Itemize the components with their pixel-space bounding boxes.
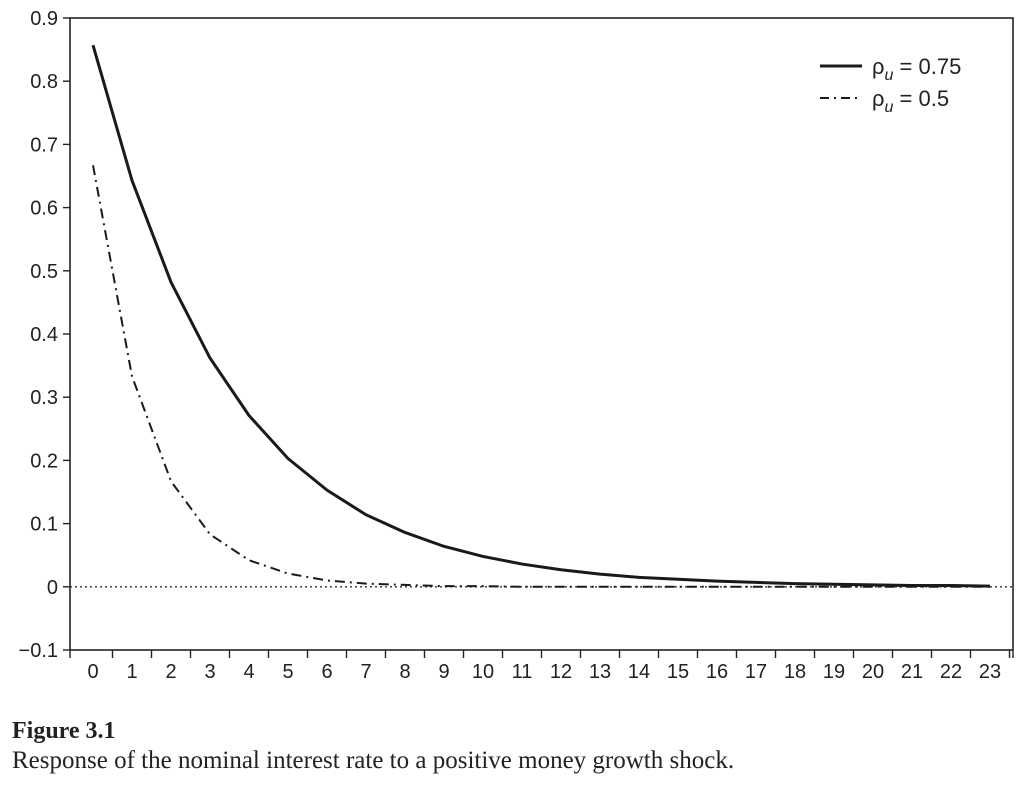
x-tick-label: 23 <box>979 661 1001 683</box>
x-tick-label: 21 <box>901 661 923 683</box>
figure-caption: Response of the nominal interest rate to… <box>12 747 735 774</box>
y-tick-label: 0.9 <box>30 8 58 30</box>
x-tick-label: 22 <box>940 661 962 683</box>
x-tick-label: 7 <box>360 661 371 683</box>
x-tick-label: 9 <box>438 661 449 683</box>
y-tick-label: 0.5 <box>30 261 58 283</box>
x-tick-label: 0 <box>87 661 98 683</box>
figure-label: Figure 3.1 <box>12 718 116 744</box>
x-tick-label: 19 <box>823 661 845 683</box>
legend-value: = 0.75 <box>893 54 961 79</box>
y-tick-label: −0.1 <box>19 640 58 662</box>
y-tick-label: 0.4 <box>30 324 58 346</box>
y-tick-label: 0.2 <box>30 450 58 472</box>
series-line-1 <box>91 44 991 588</box>
plot-frame <box>69 17 1014 651</box>
legend-label-2: ρu = 0.5 <box>872 86 949 116</box>
x-tick-label: 5 <box>282 661 293 683</box>
x-tick-label: 16 <box>706 661 728 683</box>
y-tick-label: 0.8 <box>30 71 58 93</box>
x-tick-label: 10 <box>472 661 494 683</box>
x-tick-label: 14 <box>628 661 650 683</box>
x-tick-label: 3 <box>204 661 215 683</box>
x-tick-label: 11 <box>512 661 533 683</box>
x-tick-label: 12 <box>550 661 572 683</box>
x-axis: 0 1 2 3 4 5 6 7 8 9 10 11 12 13 14 15 16 17 18 19 20 21 22 23 <box>69 650 1014 683</box>
y-tick-label: 0 <box>47 577 58 599</box>
legend-symbol: ρ <box>872 86 885 111</box>
legend-subscript: u <box>885 99 894 116</box>
x-tick-label: 13 <box>589 661 611 683</box>
x-tick-label: 20 <box>862 661 884 683</box>
x-tick-label: 15 <box>667 661 689 683</box>
legend-value: = 0.5 <box>893 86 949 111</box>
x-tick-label: 18 <box>784 661 806 683</box>
x-tick-label: 1 <box>126 661 137 683</box>
series-line-2 <box>92 165 990 588</box>
x-tick-label: 2 <box>165 661 176 683</box>
y-tick-label: 0.6 <box>30 198 58 220</box>
legend-symbol: ρ <box>872 54 885 79</box>
x-tick-label: 6 <box>321 661 332 683</box>
x-tick-label: 17 <box>745 661 767 683</box>
legend-label-1: ρu = 0.75 <box>872 54 961 84</box>
y-tick-label: 0.3 <box>30 387 58 409</box>
series-lines <box>91 44 991 588</box>
y-axis: −0.1 0 0.1 0.2 0.3 0.4 0.5 0.6 0.7 0.8 0.9 <box>19 8 70 662</box>
x-tick-label: 4 <box>243 661 254 683</box>
y-tick-label: 0.7 <box>30 134 58 156</box>
y-tick-label: 0.1 <box>30 514 58 536</box>
x-tick-label: 8 <box>399 661 410 683</box>
legend-subscript: u <box>885 67 894 84</box>
